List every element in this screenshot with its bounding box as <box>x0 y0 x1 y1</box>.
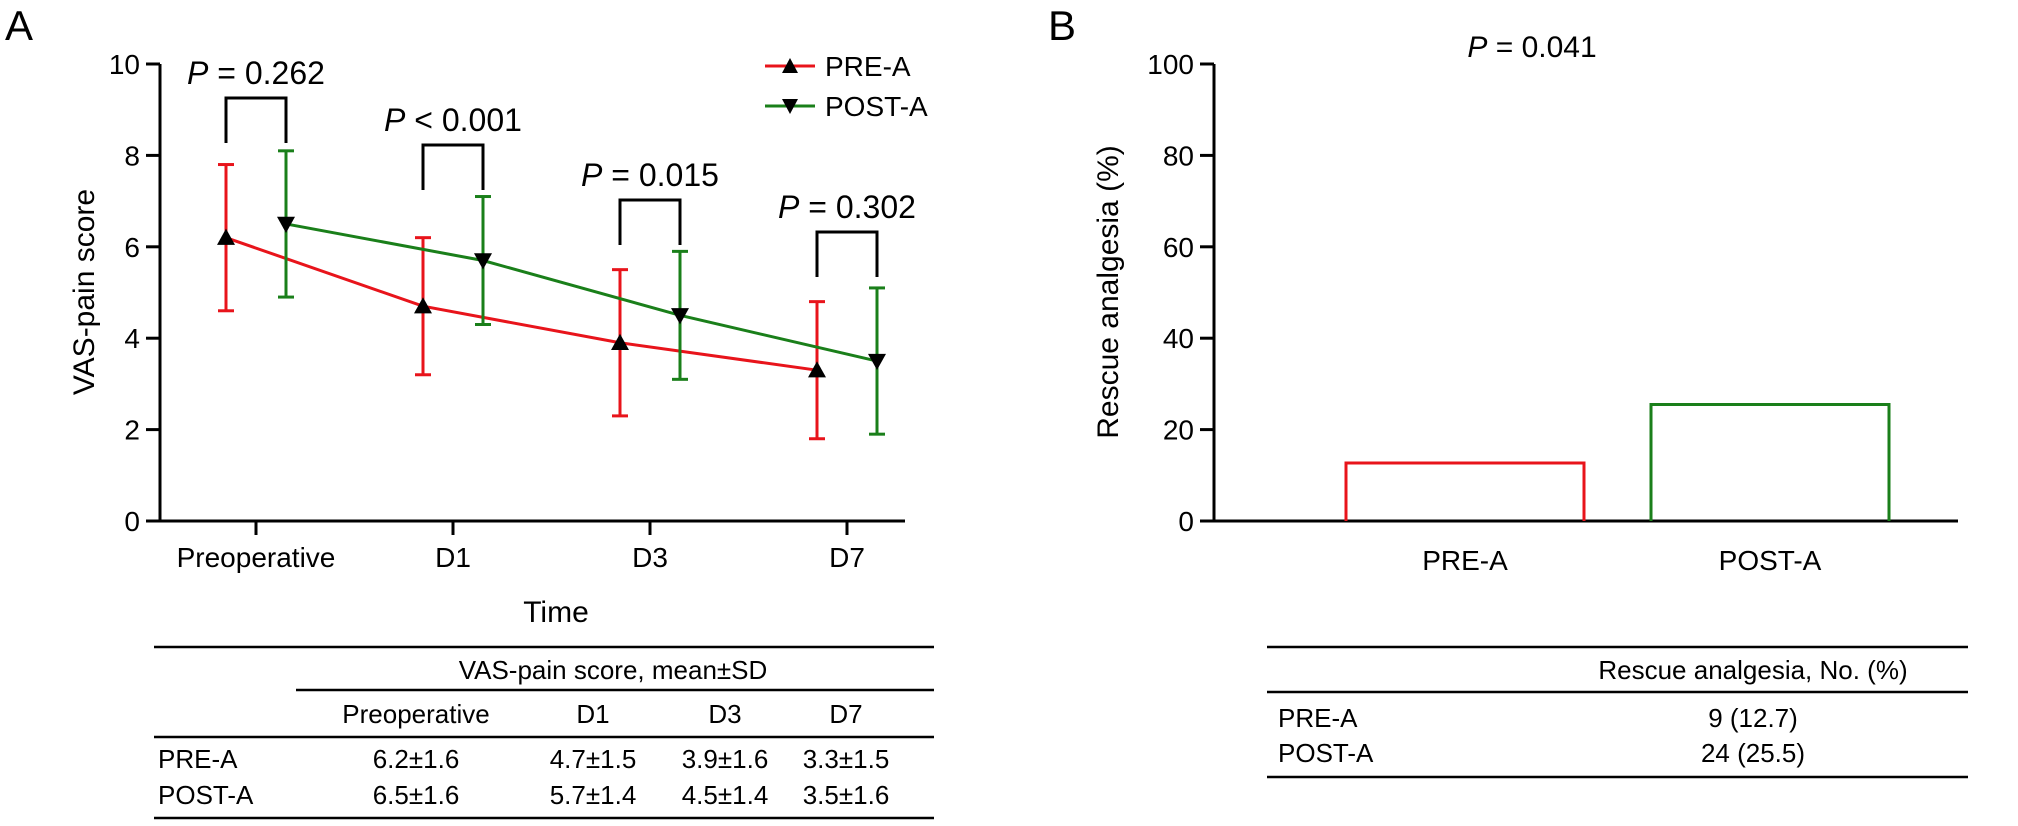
panel-a: A 0 2 4 6 8 10 Preoperative D1 D3 D7 VAS-pain sc… <box>5 2 934 820</box>
panel-b-bars <box>1344 402 1891 521</box>
bracket-line <box>224 96 288 143</box>
p-value-bracket: P = 0.015 <box>581 157 719 245</box>
panel-a-y-axis-label: VAS-pain score <box>68 189 101 395</box>
y-tick-label: 80 <box>1163 140 1194 171</box>
table-a-row-label: POST-A <box>158 780 254 810</box>
y-tick-label: 0 <box>1178 506 1194 537</box>
panel-a-legend[interactable]: PRE-A POST-A <box>765 51 928 122</box>
x-tick-label: D7 <box>829 542 865 573</box>
bracket-line <box>421 143 485 190</box>
table-b-cell: 9 (12.7) <box>1708 703 1798 733</box>
p-value-label: P = 0.302 <box>778 189 916 225</box>
table-a-col-header: D7 <box>829 699 862 729</box>
panel-b-y-ticks: 0 20 40 60 80 100 <box>1147 49 1214 537</box>
y-tick-label: 100 <box>1147 49 1194 80</box>
p-value-prefix: P <box>187 55 209 91</box>
table-a-cell: 6.5±1.6 <box>373 780 460 810</box>
legend-label-pre-a: PRE-A <box>825 51 911 82</box>
table-a-cell: 3.9±1.6 <box>682 744 769 774</box>
series-post-a <box>277 149 886 436</box>
y-tick-label: 8 <box>124 140 140 171</box>
data-point <box>808 361 826 378</box>
panel-b-table: Rescue analgesia, No. (%) PRE-A 9 (12.7)… <box>1267 645 1968 779</box>
table-a-cell: 3.5±1.6 <box>803 780 890 810</box>
table-a-col-header: D1 <box>576 699 609 729</box>
x-category-label: POST-A <box>1719 545 1822 576</box>
data-point <box>414 297 432 314</box>
p-value-label: P < 0.001 <box>384 102 522 138</box>
panel-b-label: B <box>1048 2 1076 49</box>
y-tick-label: 20 <box>1163 415 1194 446</box>
p-value-label: P = 0.262 <box>187 55 325 91</box>
panel-b-x-labels: PRE-A POST-A <box>1422 545 1821 576</box>
p-value-prefix: P <box>384 102 406 138</box>
panel-a-x-ticks: Preoperative D1 D3 D7 <box>177 521 865 573</box>
table-a-cell: 5.7±1.4 <box>550 780 637 810</box>
table-a-row-label: PRE-A <box>158 744 238 774</box>
data-point <box>474 253 492 270</box>
panel-a-table: VAS-pain score, mean±SD Preoperative D1 … <box>154 645 934 820</box>
panel-b-p-value: P = 0.041 <box>1467 31 1596 64</box>
table-a-col-header: D3 <box>708 699 741 729</box>
bar-pre-a <box>1344 461 1586 521</box>
p-value-prefix: P <box>581 157 603 193</box>
data-point <box>671 308 689 325</box>
data-point <box>611 333 629 350</box>
y-tick-label: 2 <box>124 415 140 446</box>
panel-b-y-axis-label: Rescue analgesia (%) <box>1092 145 1125 438</box>
p-value-bracket: P = 0.302 <box>778 189 916 277</box>
data-point <box>217 228 235 245</box>
table-a-cell: 3.3±1.5 <box>803 744 890 774</box>
table-b-row-label: POST-A <box>1278 738 1374 768</box>
p-value-text: = 0.262 <box>208 55 325 91</box>
p-value-text: = 0.302 <box>799 189 916 225</box>
series-line <box>285 222 878 363</box>
legend-marker-pre-a <box>782 58 798 73</box>
panel-a-label: A <box>5 2 33 49</box>
y-tick-label: 40 <box>1163 323 1194 354</box>
y-tick-label: 4 <box>124 323 140 354</box>
series-pre-a <box>217 163 826 441</box>
table-a-cell: 4.5±1.4 <box>682 780 769 810</box>
panel-b: B 0 20 40 60 80 100 PRE-A POST-A Rescue analge… <box>1048 2 1968 779</box>
series-line <box>225 236 818 372</box>
p-value-text: = 0.015 <box>602 157 719 193</box>
p-value-text: = 0.041 <box>1487 31 1596 64</box>
x-tick-label: D3 <box>632 542 668 573</box>
table-b-header: Rescue analgesia, No. (%) <box>1598 655 1907 685</box>
table-a-col-header: Preoperative <box>342 699 489 729</box>
y-tick-label: 0 <box>124 506 140 537</box>
bracket-line <box>618 198 682 245</box>
panel-a-y-ticks: 0 2 4 6 8 10 <box>109 49 160 537</box>
table-a-group-header: VAS-pain score, mean±SD <box>459 655 768 685</box>
table-a-cell: 6.2±1.6 <box>373 744 460 774</box>
p-value-bracket: P = 0.262 <box>187 55 325 143</box>
legend-marker-post-a <box>782 99 798 114</box>
x-tick-label: Preoperative <box>177 542 336 573</box>
y-tick-label: 6 <box>124 232 140 263</box>
table-b-cell: 24 (25.5) <box>1701 738 1805 768</box>
panel-a-x-axis-label: Time <box>523 596 589 629</box>
bracket-line <box>815 230 879 277</box>
data-point <box>868 353 886 371</box>
x-tick-label: D1 <box>435 542 471 573</box>
p-value-text: < 0.001 <box>405 102 522 138</box>
p-value-prefix: P <box>778 189 800 225</box>
legend-label-post-a: POST-A <box>825 91 928 122</box>
y-tick-label: 60 <box>1163 232 1194 263</box>
data-point <box>277 216 295 233</box>
table-b-row-label: PRE-A <box>1278 703 1358 733</box>
panel-a-series <box>217 149 886 441</box>
p-value-label: P = 0.015 <box>581 157 719 193</box>
x-category-label: PRE-A <box>1422 545 1508 576</box>
p-value-bracket: P < 0.001 <box>384 102 522 190</box>
p-value-prefix: P <box>1467 31 1487 64</box>
bar-post-a <box>1649 402 1891 521</box>
table-a-cell: 4.7±1.5 <box>550 744 637 774</box>
y-tick-label: 10 <box>109 49 140 80</box>
